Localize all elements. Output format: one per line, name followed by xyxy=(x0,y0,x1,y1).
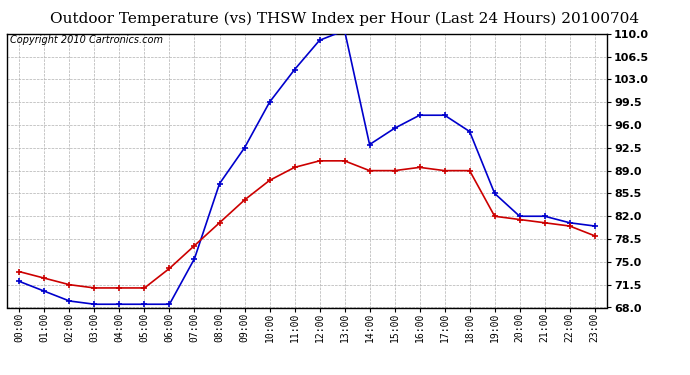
Text: Copyright 2010 Cartronics.com: Copyright 2010 Cartronics.com xyxy=(10,35,163,45)
Text: Outdoor Temperature (vs) THSW Index per Hour (Last 24 Hours) 20100704: Outdoor Temperature (vs) THSW Index per … xyxy=(50,11,640,26)
